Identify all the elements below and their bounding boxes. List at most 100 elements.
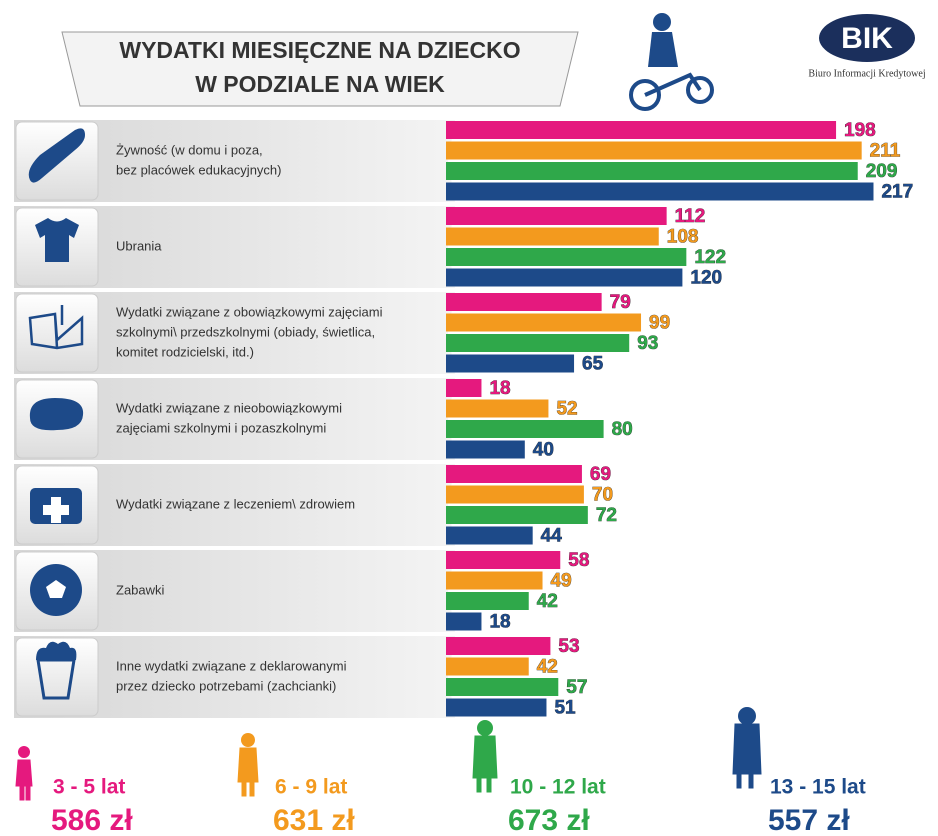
logo-text: BIK: [841, 22, 893, 55]
category-label: Inne wydatki związane z deklarowanymi: [116, 658, 347, 673]
legend-total: 631 zł: [273, 804, 355, 836]
bar: [446, 465, 582, 483]
legend-figure-body: [237, 747, 259, 797]
row-background: [14, 120, 455, 202]
bar: [446, 485, 584, 504]
data-label: 80: [612, 419, 633, 440]
icon-bread: [28, 128, 85, 183]
bike-child: [629, 13, 714, 111]
bar: [446, 379, 482, 397]
bar: [446, 121, 837, 139]
legend-entry: 3 - 5 lat 586 zł: [15, 746, 133, 836]
legend-entry: 10 - 12 lat 673 zł: [472, 720, 606, 836]
bar: [446, 141, 862, 160]
icon-pencilcase: [29, 398, 84, 431]
data-label: 65: [582, 354, 604, 375]
logo-mark: [819, 14, 915, 62]
bar: [446, 440, 525, 459]
data-label: 58: [568, 550, 589, 571]
bar: [446, 354, 575, 373]
category-label: Żywność (w domu i poza,: [116, 142, 263, 157]
bar: [446, 248, 687, 266]
data-label: 217: [881, 182, 913, 203]
legend-total: 586 zł: [51, 804, 133, 836]
row-background: [14, 206, 455, 288]
legend-figure-head: [738, 707, 756, 725]
icon-shirt: [35, 218, 79, 262]
legend-label: 13 - 15 lat: [770, 776, 866, 799]
bar: [446, 293, 602, 311]
data-label: 42: [537, 591, 558, 612]
data-label: 120: [690, 268, 722, 289]
icon-book: [28, 305, 84, 350]
legend-total: 557 zł: [768, 804, 850, 836]
row-background: [14, 292, 455, 374]
data-label: 51: [554, 698, 576, 719]
category-row: Wydatki związane z leczeniem\ zdrowiem: [14, 464, 455, 546]
icon-ball-patch: [46, 580, 66, 598]
legend-figure-head: [241, 733, 255, 747]
data-label: 72: [596, 505, 617, 526]
legend-entry: 13 - 15 lat 557 zł: [732, 707, 866, 836]
bar: [446, 268, 683, 287]
category-label: komitet rodzicielski, itd.): [116, 344, 254, 359]
category-label: zajęciami szkolnymi i pozaszkolnymi: [116, 420, 326, 435]
bar: [446, 698, 547, 717]
legend-figure-body: [472, 735, 498, 793]
category-label: szkolnymi\ przedszkolnymi (obiady, świet…: [116, 324, 375, 339]
category-label: Wydatki związane z obowiązkowymi zajęcia…: [116, 304, 383, 319]
legend-label: 6 - 9 lat: [275, 776, 347, 799]
icon-popcorn-top: [36, 641, 77, 660]
icon-cross: [43, 497, 69, 523]
category-label: Wydatki związane z leczeniem\ zdrowiem: [116, 496, 355, 511]
category-row: Inne wydatki związane z deklarowanymi prz…: [14, 636, 455, 718]
legend-figure-body: [15, 759, 33, 801]
category-label: Zabawki: [116, 582, 165, 597]
legend-total: 673 zł: [508, 804, 590, 836]
row-background: [14, 378, 455, 460]
bar: [446, 612, 482, 631]
category-label: przez dziecko potrzebami (zachcianki): [116, 678, 336, 693]
legend-label: 3 - 5 lat: [53, 776, 125, 799]
bar: [446, 678, 559, 696]
category-row: Ubrania: [14, 206, 455, 288]
data-label: 79: [610, 292, 631, 313]
chart-title: WYDATKI MIESIĘCZNE NA DZIECKO: [119, 37, 520, 63]
data-label: 209: [866, 161, 898, 182]
data-label: 52: [556, 399, 577, 420]
data-label: 42: [537, 657, 558, 678]
data-label: 18: [489, 612, 510, 633]
bar: [446, 637, 551, 655]
title-box: [61, 31, 579, 107]
legend-figure-head: [477, 720, 493, 736]
data-label: 108: [667, 227, 699, 248]
data-label: 53: [558, 636, 579, 657]
bar: [446, 657, 529, 676]
bar: [446, 592, 529, 610]
category-label: Wydatki związane z nieobowiązkowymi: [116, 400, 342, 415]
category-row: Zabawki: [14, 550, 455, 632]
legend-label: 10 - 12 lat: [510, 776, 606, 799]
chart-title: W PODZIALE NA WIEK: [195, 71, 445, 97]
legend-figure-body: [732, 723, 762, 789]
data-label: 57: [566, 677, 587, 698]
bar: [446, 526, 533, 545]
row-background: [14, 550, 455, 632]
bar: [446, 207, 667, 225]
data-label: 40: [533, 440, 554, 461]
bar: [446, 420, 604, 438]
data-label: 99: [649, 313, 670, 334]
bar: [446, 571, 543, 590]
legend-figure-head: [18, 746, 30, 758]
legend-entry: 6 - 9 lat 631 zł: [237, 733, 355, 836]
data-label: 18: [489, 378, 510, 399]
category-label: Ubrania: [116, 238, 162, 253]
data-label: 49: [551, 571, 572, 592]
data-label: 198: [844, 120, 876, 141]
row-background: [14, 636, 455, 718]
bar: [446, 182, 874, 201]
bar: [446, 399, 549, 418]
row-background: [14, 464, 455, 546]
bar: [446, 227, 659, 246]
